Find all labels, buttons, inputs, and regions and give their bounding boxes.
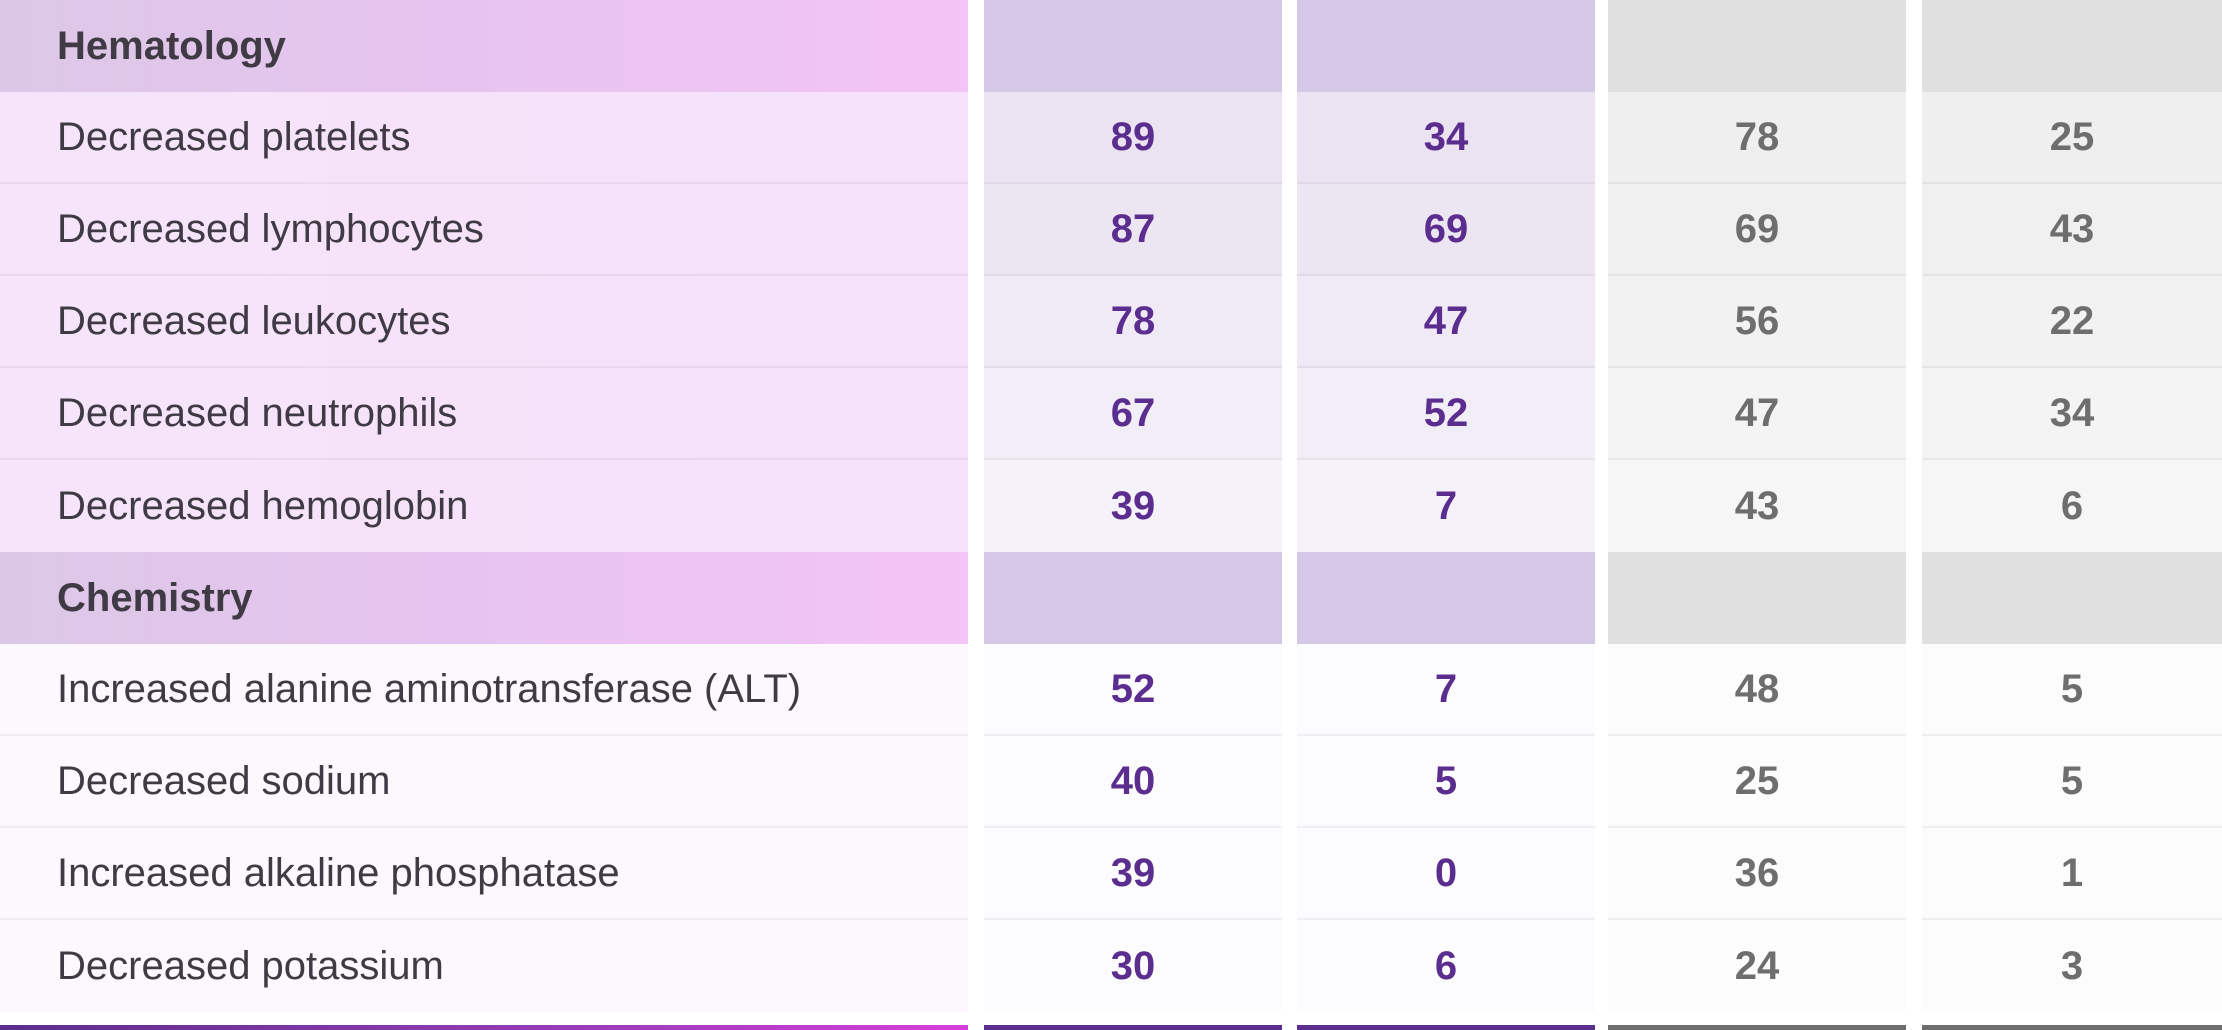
value-cell: 78 [1608, 92, 1906, 184]
value-cell: 39 [984, 460, 1282, 552]
value-text: 3 [2060, 943, 2084, 988]
value-cell: 34 [1297, 92, 1595, 184]
value-cell: 6 [1922, 460, 2222, 552]
value-cell: 56 [1608, 276, 1906, 368]
bottom-border-column-2 [1297, 1025, 1595, 1030]
value-cell: 48 [1608, 644, 1906, 736]
value-text: 69 [1734, 206, 1780, 251]
value-text: 34 [2049, 390, 2095, 435]
bottom-border-label-column [0, 1025, 968, 1030]
value-cell: 47 [1608, 368, 1906, 460]
value-cell: 78 [984, 276, 1282, 368]
value-column-3: 78 69 56 47 43 48 25 36 24 [1608, 0, 1906, 1030]
value-cell: 1 [1922, 828, 2222, 920]
value-cell: 52 [984, 644, 1282, 736]
value-text: 6 [2060, 483, 2084, 528]
value-cell: 5 [1922, 736, 2222, 828]
value-text: 24 [1734, 943, 1780, 988]
value-text: 25 [2049, 114, 2095, 159]
value-text: 5 [2060, 758, 2084, 803]
value-text: 78 [1734, 114, 1780, 159]
value-cell: 89 [984, 92, 1282, 184]
value-text: 43 [2049, 206, 2095, 251]
value-text: 36 [1734, 850, 1780, 895]
value-cell: 6 [1297, 920, 1595, 1012]
section-header-chemistry: Chemistry [0, 552, 968, 644]
value-text: 56 [1734, 298, 1780, 343]
value-cell: 40 [984, 736, 1282, 828]
section-header-cell [1922, 0, 2222, 92]
value-text: 5 [2060, 666, 2084, 711]
value-cell: 22 [1922, 276, 2222, 368]
value-cell: 69 [1608, 184, 1906, 276]
value-cell: 7 [1297, 460, 1595, 552]
value-text: 22 [2049, 298, 2095, 343]
label-column: Hematology Decreased platelets Decreased… [0, 0, 968, 1030]
row-label: Decreased platelets [0, 92, 968, 184]
value-cell: 47 [1297, 276, 1595, 368]
value-cell: 43 [1922, 184, 2222, 276]
row-label: Decreased leukocytes [0, 276, 968, 368]
section-header-cell [1297, 0, 1595, 92]
row-label: Increased alanine aminotransferase (ALT) [0, 644, 968, 736]
row-label: Decreased potassium [0, 920, 968, 1012]
value-cell: 87 [984, 184, 1282, 276]
row-label: Decreased sodium [0, 736, 968, 828]
row-label: Decreased hemoglobin [0, 460, 968, 552]
section-header-cell [1608, 552, 1906, 644]
value-text: 1 [2060, 850, 2084, 895]
value-column-4: 25 43 22 34 6 5 5 1 3 [1922, 0, 2222, 1030]
value-column-1: 89 87 78 67 39 52 40 39 30 [984, 0, 1282, 1030]
section-header-cell [1297, 552, 1595, 644]
value-cell: 5 [1922, 644, 2222, 736]
value-cell: 3 [1922, 920, 2222, 1012]
value-cell: 25 [1922, 92, 2222, 184]
row-label: Increased alkaline phosphatase [0, 828, 968, 920]
value-cell: 5 [1297, 736, 1595, 828]
value-cell: 24 [1608, 920, 1906, 1012]
value-cell: 67 [984, 368, 1282, 460]
value-cell: 43 [1608, 460, 1906, 552]
value-cell: 36 [1608, 828, 1906, 920]
value-text: 48 [1734, 666, 1780, 711]
value-text: 43 [1734, 483, 1780, 528]
bottom-border-column-1 [984, 1025, 1282, 1030]
value-cell: 52 [1297, 368, 1595, 460]
row-label: Decreased neutrophils [0, 368, 968, 460]
value-cell: 34 [1922, 368, 2222, 460]
value-cell: 39 [984, 828, 1282, 920]
value-text: 25 [1734, 758, 1780, 803]
value-cell: 30 [984, 920, 1282, 1012]
section-header-cell [1608, 0, 1906, 92]
value-column-2: 34 69 47 52 7 7 5 0 6 [1297, 0, 1595, 1030]
bottom-border-column-3 [1608, 1025, 1906, 1030]
value-cell: 69 [1297, 184, 1595, 276]
section-header-cell [1922, 552, 2222, 644]
bottom-border-column-4 [1922, 1025, 2222, 1030]
value-cell: 7 [1297, 644, 1595, 736]
row-label: Decreased lymphocytes [0, 184, 968, 276]
value-cell: 0 [1297, 828, 1595, 920]
value-cell: 25 [1608, 736, 1906, 828]
section-header-hematology: Hematology [0, 0, 968, 92]
section-header-cell [984, 552, 1282, 644]
value-text: 47 [1734, 390, 1780, 435]
section-header-cell [984, 0, 1282, 92]
